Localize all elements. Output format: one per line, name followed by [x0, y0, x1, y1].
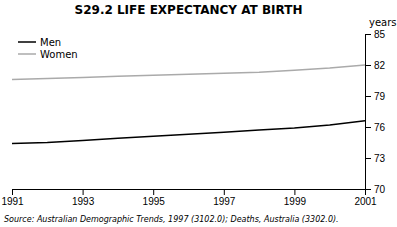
lines: [12, 65, 365, 144]
y-tick-mark: [365, 65, 371, 66]
legend: MenWomen: [18, 37, 78, 60]
y-tick-mark: [365, 127, 371, 128]
x-axis: 1991 1993 1995 1997 1999 2001: [1, 189, 377, 207]
y-tick: 79: [365, 91, 386, 102]
y-tick-mark: [365, 158, 371, 159]
y-tick: 73: [365, 153, 386, 164]
x-tick-mark: [224, 189, 225, 195]
y-tick-mark: [365, 34, 371, 35]
x-tick-label: 1991: [1, 196, 24, 207]
x-tick-mark: [12, 189, 13, 195]
x-tick: 1995: [143, 189, 166, 207]
x-tick-label: 1995: [143, 196, 166, 207]
y-tick-label: 76: [374, 122, 386, 133]
x-tick-mark: [294, 189, 295, 195]
x-tick: 1997: [213, 189, 236, 207]
y-tick-label: 82: [374, 60, 386, 71]
x-tick-label: 1999: [284, 196, 307, 207]
y-tick: 70: [365, 184, 386, 195]
x-tick: 1991: [1, 189, 24, 207]
y-tick-mark: [365, 189, 371, 190]
y-tick-label: 85: [374, 29, 386, 40]
x-tick: 1999: [284, 189, 307, 207]
y-tick-mark: [365, 96, 371, 97]
legend-label: Women: [40, 49, 78, 60]
legend-swatch: [18, 53, 36, 55]
title: S29.2 LIFE EXPECTANCY AT BIRTH: [75, 3, 303, 17]
y-tick-label: 70: [374, 184, 386, 195]
legend-swatch: [18, 41, 36, 43]
y-tick: 85: [365, 29, 386, 40]
chart: S29.2 LIFE EXPECTANCY AT BIRTH1991199319…: [0, 0, 397, 227]
legend-label: Men: [40, 37, 61, 48]
plot: 1991 1993 1995 1997 1999 200170 73 76 79 82 85 MenW…: [1, 29, 385, 207]
y-tick: 76: [365, 122, 386, 133]
series-line: [12, 65, 365, 79]
x-tick-label: 1997: [213, 196, 236, 207]
x-tick-label: 1993: [72, 196, 95, 207]
y-axis-title: years: [369, 17, 397, 28]
x-tick-mark: [83, 189, 84, 195]
x-tick-mark: [153, 189, 154, 195]
y-axis-line: [366, 35, 372, 190]
source-note: Source: Australian Demographic Trends, 1…: [4, 215, 339, 224]
x-tick-label: 2001: [354, 196, 377, 207]
x-tick: 1993: [72, 189, 95, 207]
x-axis-line: [13, 190, 366, 196]
y-tick-label: 79: [374, 91, 386, 102]
y-axis: 70 73 76 79 82 85: [365, 29, 386, 195]
series-line: [12, 121, 365, 144]
y-tick: 82: [365, 60, 386, 71]
y-tick-label: 73: [374, 153, 386, 164]
